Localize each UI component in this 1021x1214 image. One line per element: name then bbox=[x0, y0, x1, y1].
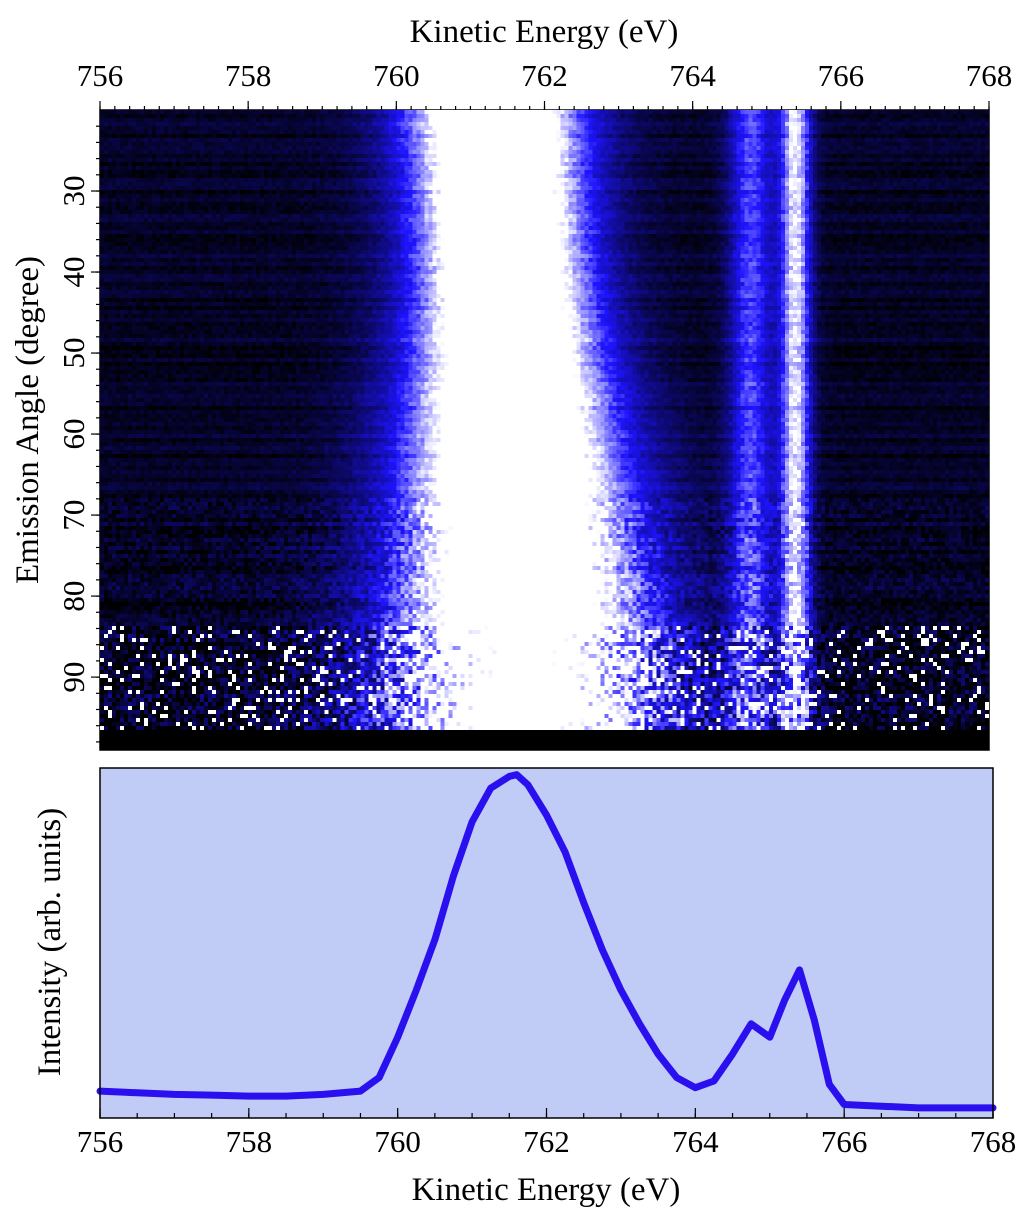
heatmap-y-tick-label: 50 bbox=[56, 338, 91, 369]
spectrum-x-ticks: 756 758 760 762 764 766 768 bbox=[77, 1108, 1017, 1159]
heatmap-y-tick-label: 70 bbox=[56, 500, 91, 531]
spectrum-x-tick-label: 766 bbox=[821, 1124, 868, 1159]
spectrum-x-tick-label: 760 bbox=[374, 1124, 421, 1159]
spectrum-x-tick-label: 768 bbox=[970, 1124, 1017, 1159]
heatmap-x-tick-label: 764 bbox=[669, 58, 716, 93]
heatmap-y-tick-label: 80 bbox=[56, 581, 91, 612]
spectrum-y-axis-label: Intensity (arb. units) bbox=[32, 808, 68, 1077]
heatmap-y-tick-label: 40 bbox=[56, 257, 91, 288]
heatmap-y-ticks: 30 40 50 60 70 80 90 bbox=[56, 125, 100, 743]
spectrum-panel: 756 758 760 762 764 766 768 Kinetic Energy (eV… bbox=[32, 767, 1017, 1208]
heatmap-y-tick-label: 60 bbox=[56, 419, 91, 450]
heatmap-image bbox=[100, 110, 989, 750]
heatmap-y-tick-label: 30 bbox=[56, 176, 91, 207]
spectrum-x-tick-label: 762 bbox=[523, 1124, 570, 1159]
heatmap-panel: 756 758 760 762 764 766 768 30 40 50 60 70 80 90 Kin… bbox=[10, 14, 1013, 751]
heatmap-y-tick-label: 90 bbox=[56, 662, 91, 693]
heatmap-y-axis-label: Emission Angle (degree) bbox=[10, 256, 46, 584]
spectrum-x-axis-label: Kinetic Energy (eV) bbox=[412, 1172, 681, 1208]
heatmap-x-axis-label: Kinetic Energy (eV) bbox=[410, 14, 679, 50]
heatmap-x-tick-label: 756 bbox=[77, 58, 124, 93]
heatmap-x-tick-label: 758 bbox=[225, 58, 272, 93]
spectrum-series-line bbox=[96, 771, 997, 1112]
spectrum-x-tick-label: 756 bbox=[77, 1124, 124, 1159]
heatmap-x-tick-label: 762 bbox=[521, 58, 568, 93]
spectrum-x-tick-label: 758 bbox=[226, 1124, 273, 1159]
spectrum-plot-background bbox=[100, 768, 993, 1118]
heatmap-x-ticks: 756 758 760 762 764 766 768 bbox=[77, 58, 1013, 110]
heatmap-x-tick-label: 766 bbox=[818, 58, 865, 93]
heatmap-x-tick-label: 768 bbox=[966, 58, 1013, 93]
heatmap-x-tick-label: 760 bbox=[373, 58, 420, 93]
spectrum-x-tick-label: 764 bbox=[672, 1124, 719, 1159]
